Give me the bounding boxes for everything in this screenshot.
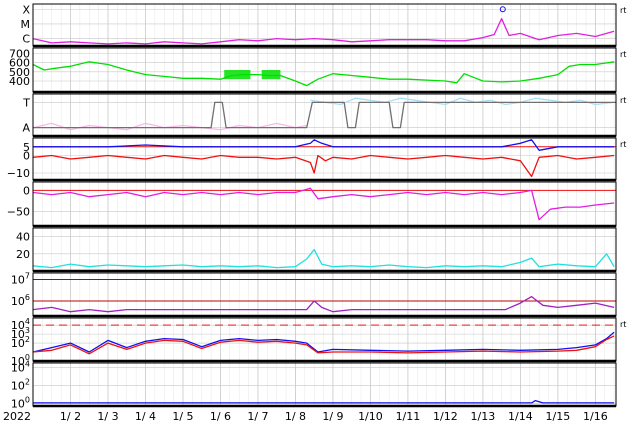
y-tick-label: 0 [23,184,30,197]
y-tick-label: A [22,122,30,135]
x-tick-label: 1/ 9 [322,410,343,423]
series-line-red [32,335,615,355]
x-tick-label: 1/14 [508,410,533,423]
series-line-pink [32,122,307,131]
frame-layer [32,3,617,408]
panel-side-label: rt [620,50,626,59]
label-layer: 1/ 2 1/ 3 1/ 4 1/ 5 1/ 6 1/ 7 1/ 8 1/ 9 1/10 1/11… [7,3,627,423]
series-line-blue [33,399,615,404]
panel-frame [32,362,617,407]
y-tick-label: 104 [11,359,30,374]
y-tick-label: 500 [9,66,30,79]
y-tick-label: 5 [23,141,30,154]
x-tick-label: 1/ 5 [172,410,193,423]
y-tick-label: C [22,33,30,46]
series-line-blue [32,331,615,353]
x-tick-label: 1/11 [396,410,421,423]
x-tick-label: 1/ 8 [285,410,306,423]
x-tick-label: 1/15 [546,410,571,423]
x-tick-label: 1/ 7 [247,410,268,423]
speed-burst [261,70,281,80]
series-line-light_blue [310,97,615,106]
series-line-purple [32,295,615,313]
year-label: 2022 [3,410,31,423]
y-tick-label: X [22,3,30,16]
x-tick-label: 1/ 4 [135,410,156,423]
y-tick-label: 600 [9,57,30,70]
series-line-red [32,154,615,178]
x-tick-label: 1/13 [471,410,496,423]
series-line-gray [33,101,616,129]
series-line-blue [33,139,615,151]
panel-side-label: rt [620,140,626,149]
y-tick-label: 106 [11,293,30,308]
panel-frame [32,317,617,362]
x-tick-label: 1/ 6 [210,410,231,423]
y-tick-label: 107 [11,271,30,286]
panel-side-label: rt [620,6,626,15]
x-tick-label: 1/ 3 [97,410,118,423]
panel-side-label: rt [620,96,626,105]
y-tick-label: 100 [11,395,30,410]
y-tick-label: 102 [11,377,30,392]
x-tick-label: 1/12 [433,410,458,423]
y-tick-label: −10 [7,167,30,180]
series-line-cyan [32,248,615,269]
y-tick-label: 40 [16,231,30,244]
series-layer [32,6,616,404]
x-tick-label: 1/10 [358,410,383,423]
y-tick-label: 700 [9,48,30,61]
x-tick-label: 1/ 2 [60,410,81,423]
y-tick-label: −50 [7,205,30,218]
x-tick-label: 1/16 [583,410,608,423]
y-tick-label: M [21,18,31,31]
panel-side-label: rt [620,320,626,329]
y-tick-label: T [22,96,30,109]
series-line-magenta [32,187,615,221]
series-line-magenta [32,18,615,45]
panel-frame [32,47,617,93]
y-tick-label: 400 [9,75,30,88]
flare-marker [499,6,506,13]
y-tick-label: 0 [23,150,30,163]
panel-frame [32,181,617,227]
y-tick-label: 20 [16,248,30,261]
series-line-green [32,61,615,87]
